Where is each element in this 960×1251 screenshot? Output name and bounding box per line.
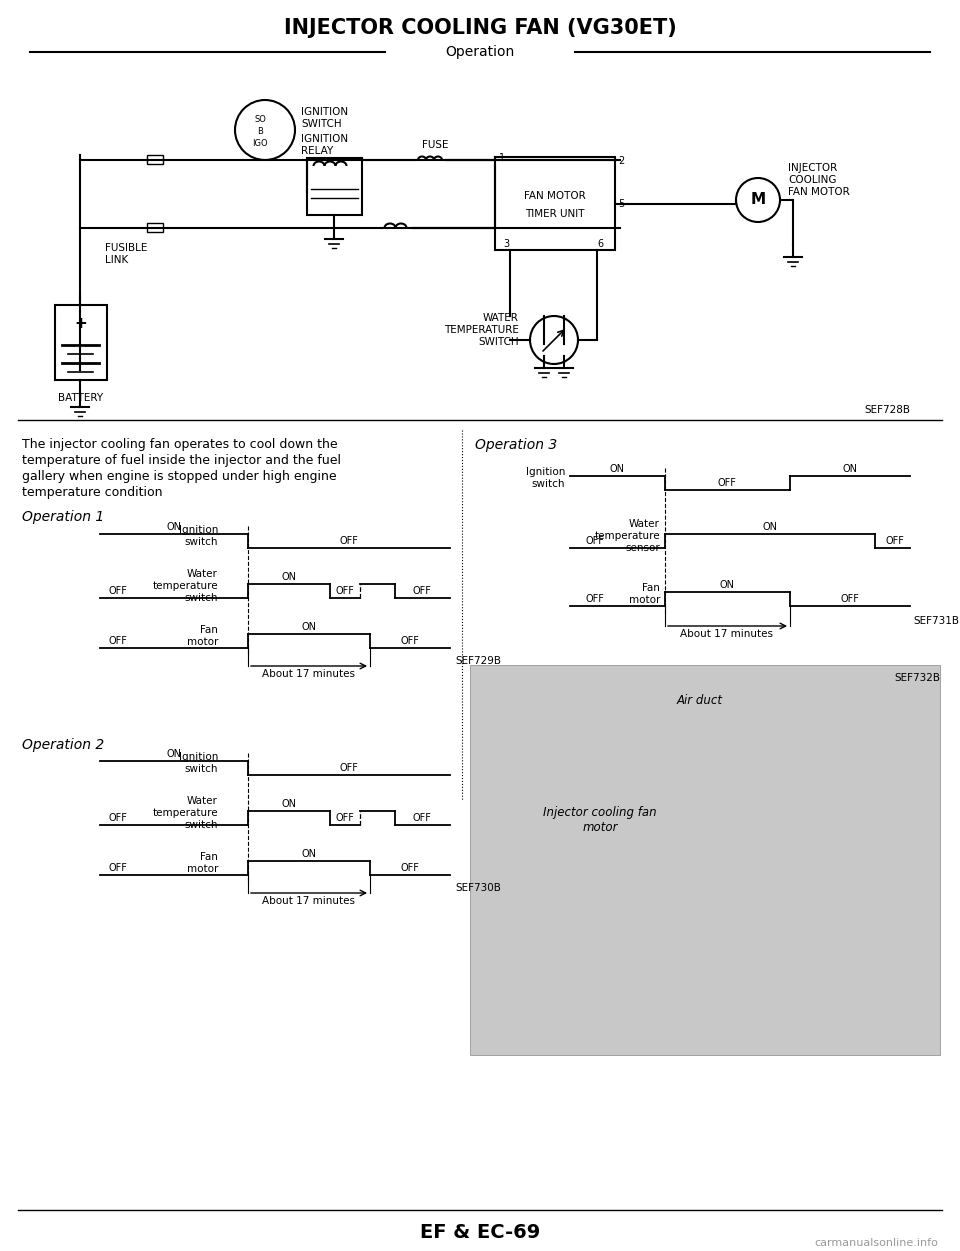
Text: WATER
TEMPERATURE
SWITCH: WATER TEMPERATURE SWITCH — [444, 314, 519, 347]
Text: SO: SO — [254, 115, 266, 125]
Text: OFF: OFF — [108, 863, 128, 873]
Text: About 17 minutes: About 17 minutes — [681, 629, 774, 639]
Text: 3: 3 — [503, 239, 509, 249]
Text: About 17 minutes: About 17 minutes — [262, 669, 355, 679]
Text: Fan
motor: Fan motor — [629, 583, 660, 604]
Text: Operation: Operation — [445, 45, 515, 59]
FancyBboxPatch shape — [147, 155, 163, 164]
Text: OFF: OFF — [413, 813, 431, 823]
Text: FUSE: FUSE — [421, 140, 448, 150]
Text: gallery when engine is stopped under high engine: gallery when engine is stopped under hig… — [22, 470, 337, 483]
Text: ON: ON — [301, 849, 317, 859]
Text: SEF731B: SEF731B — [913, 615, 959, 626]
Text: FAN MOTOR: FAN MOTOR — [524, 191, 586, 201]
Text: ON: ON — [719, 580, 734, 590]
Text: OFF: OFF — [400, 863, 420, 873]
Text: BATTERY: BATTERY — [59, 393, 104, 403]
Text: INJECTOR
COOLING
FAN MOTOR: INJECTOR COOLING FAN MOTOR — [788, 164, 850, 196]
Text: INJECTOR COOLING FAN (VG30ET): INJECTOR COOLING FAN (VG30ET) — [283, 18, 677, 38]
Text: IGNITION
SWITCH: IGNITION SWITCH — [301, 108, 348, 129]
FancyBboxPatch shape — [470, 666, 940, 1055]
Text: Operation 1: Operation 1 — [22, 510, 105, 524]
Text: Operation 2: Operation 2 — [22, 738, 105, 752]
Text: ON: ON — [166, 749, 181, 759]
Text: Water
temperature
sensor: Water temperature sensor — [594, 519, 660, 553]
Text: OFF: OFF — [340, 763, 358, 773]
Text: Operation 3: Operation 3 — [475, 438, 557, 452]
Text: Water
temperature
switch: Water temperature switch — [153, 797, 218, 829]
Text: SEF732B: SEF732B — [894, 673, 940, 683]
Text: Ignition
switch: Ignition switch — [179, 752, 218, 774]
Text: +: + — [75, 315, 87, 330]
Text: 1: 1 — [499, 153, 505, 163]
Text: ON: ON — [762, 522, 778, 532]
Text: Fan
motor: Fan motor — [186, 852, 218, 873]
Text: ON: ON — [281, 572, 297, 582]
Text: OFF: OFF — [108, 636, 128, 646]
Text: ON: ON — [301, 622, 317, 632]
Text: FUSIBLE
LINK: FUSIBLE LINK — [105, 243, 148, 265]
FancyBboxPatch shape — [147, 223, 163, 231]
Text: IGNITION
RELAY: IGNITION RELAY — [301, 134, 348, 156]
Text: About 17 minutes: About 17 minutes — [262, 896, 355, 906]
Text: IGO: IGO — [252, 140, 268, 149]
FancyBboxPatch shape — [55, 305, 107, 380]
Text: OFF: OFF — [108, 585, 128, 595]
Text: OFF: OFF — [413, 585, 431, 595]
Text: 5: 5 — [618, 199, 624, 209]
Text: OFF: OFF — [400, 636, 420, 646]
Text: Air duct: Air duct — [677, 693, 723, 707]
Text: Injector cooling fan
motor: Injector cooling fan motor — [543, 806, 657, 834]
Text: TIMER UNIT: TIMER UNIT — [525, 209, 585, 219]
Text: OFF: OFF — [586, 535, 605, 545]
Text: OFF: OFF — [841, 594, 859, 604]
Text: Fan
motor: Fan motor — [186, 626, 218, 647]
Text: SEF729B: SEF729B — [455, 656, 501, 666]
Text: SEF730B: SEF730B — [455, 883, 501, 893]
Text: OFF: OFF — [340, 535, 358, 545]
Text: temperature condition: temperature condition — [22, 485, 162, 499]
FancyBboxPatch shape — [307, 158, 362, 215]
Text: ON: ON — [610, 464, 625, 474]
Text: B: B — [257, 128, 263, 136]
Text: M: M — [751, 193, 765, 208]
Text: ON: ON — [281, 799, 297, 809]
Text: OFF: OFF — [108, 813, 128, 823]
Text: Water
temperature
switch: Water temperature switch — [153, 569, 218, 603]
Text: temperature of fuel inside the injector and the fuel: temperature of fuel inside the injector … — [22, 454, 341, 467]
Text: Ignition
switch: Ignition switch — [179, 525, 218, 547]
Text: ON: ON — [166, 522, 181, 532]
Text: EF & EC-69: EF & EC-69 — [420, 1222, 540, 1241]
Text: ON: ON — [843, 464, 857, 474]
Text: OFF: OFF — [336, 585, 354, 595]
Text: OFF: OFF — [717, 478, 736, 488]
Text: 2: 2 — [618, 156, 624, 166]
Text: SEF728B: SEF728B — [864, 405, 910, 415]
Text: carmanualsonline.info: carmanualsonline.info — [814, 1238, 938, 1248]
Text: OFF: OFF — [885, 535, 904, 545]
Text: OFF: OFF — [586, 594, 605, 604]
Text: The injector cooling fan operates to cool down the: The injector cooling fan operates to coo… — [22, 438, 338, 452]
FancyBboxPatch shape — [495, 156, 615, 250]
Text: 6: 6 — [597, 239, 603, 249]
Text: OFF: OFF — [336, 813, 354, 823]
Text: Ignition
switch: Ignition switch — [526, 467, 565, 489]
